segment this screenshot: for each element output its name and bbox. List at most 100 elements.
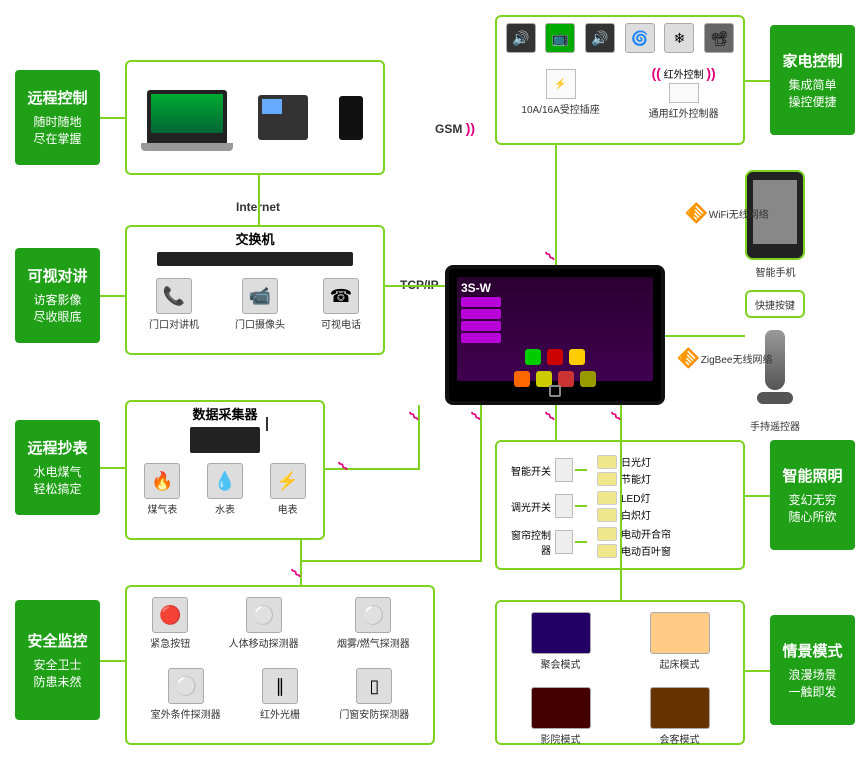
device-mobile bbox=[339, 96, 363, 140]
label-smartphone: 智能手机 bbox=[748, 264, 803, 279]
security-sensor: ⚪烟雾/燃气探测器 bbox=[337, 597, 410, 650]
device-quick-button[interactable]: 快捷按键 bbox=[745, 290, 805, 318]
lighting-output: 电动百叶窗 bbox=[597, 543, 671, 558]
security-sensor: 🔴紧急按钮 bbox=[150, 597, 190, 650]
module-video-intercom: 可视对讲 访客影像 尽收眼底 bbox=[15, 248, 100, 343]
lighting-switch[interactable] bbox=[555, 494, 573, 518]
connector bbox=[100, 467, 125, 469]
meter-device: ⚡电表 bbox=[270, 463, 306, 516]
device-ir-controller: (( 红外控制 )) 通用红外控制器 bbox=[649, 65, 719, 120]
module-sub: 随时随地 尽在掌握 bbox=[23, 114, 92, 148]
signal-icon: )) bbox=[466, 120, 475, 136]
device-laptop bbox=[147, 90, 227, 145]
wireless-icon: ⌇ bbox=[473, 408, 480, 425]
appliance-projector: 📽 bbox=[704, 23, 734, 55]
module-title: 远程控制 bbox=[23, 87, 92, 108]
label-handheld: 手持遥控器 bbox=[740, 418, 810, 433]
module-scene: 情景模式 浪漫场景 一触即发 bbox=[770, 615, 855, 725]
appliance-speaker: 🔊 bbox=[506, 23, 536, 55]
module-sub: 浪漫场景 一触即发 bbox=[778, 667, 847, 701]
device-collector bbox=[190, 427, 260, 453]
wireless-icon: ⌇ bbox=[547, 408, 554, 425]
ir-icon: )) bbox=[706, 65, 715, 81]
scene-mode[interactable]: 会客模式 bbox=[650, 687, 710, 746]
label-switch: 交换机 bbox=[127, 227, 383, 250]
module-title: 情景模式 bbox=[778, 640, 847, 661]
intercom-device: 📹门口摄像头 bbox=[235, 278, 285, 331]
module-sub: 访客影像 尽收眼底 bbox=[23, 292, 92, 326]
lighting-switch[interactable] bbox=[555, 458, 573, 482]
panel-scene: 聚会模式起床模式 影院模式会客模式 bbox=[495, 600, 745, 745]
module-title: 智能照明 bbox=[778, 465, 847, 486]
lighting-switch[interactable] bbox=[555, 530, 573, 554]
module-remote-meter: 远程抄表 水电煤气 轻松搞定 bbox=[15, 420, 100, 515]
panel-meters: 数据采集器 🔥煤气表💧水表⚡电表 bbox=[125, 400, 325, 540]
central-icon-d[interactable] bbox=[580, 371, 596, 387]
module-title: 远程抄表 bbox=[23, 437, 92, 458]
connector bbox=[620, 405, 622, 600]
appliance-speaker2: 🔊 bbox=[585, 23, 615, 55]
central-icon-light[interactable] bbox=[569, 349, 585, 365]
scene-mode[interactable]: 影院模式 bbox=[531, 687, 591, 746]
appliance-tv: 📺 bbox=[545, 23, 575, 55]
central-icon-a[interactable] bbox=[514, 371, 530, 387]
security-sensor: ⚪人体移动探测器 bbox=[229, 597, 299, 650]
connector bbox=[258, 175, 260, 225]
lighting-output: 节能灯 bbox=[597, 471, 651, 486]
connector bbox=[100, 117, 125, 119]
scene-mode[interactable]: 起床模式 bbox=[650, 612, 710, 671]
connector bbox=[300, 560, 480, 562]
appliance-washer: 🌀 bbox=[625, 23, 655, 55]
appliance-fridge: ❄ bbox=[664, 23, 694, 55]
lighting-output: LED灯 bbox=[597, 490, 651, 505]
label-data-collector: 数据采集器 bbox=[127, 402, 323, 425]
module-appliance: 家电控制 集成简单 操控便捷 bbox=[770, 25, 855, 135]
module-sub: 水电煤气 轻松搞定 bbox=[23, 464, 92, 498]
module-sub: 安全卫士 防患未然 bbox=[23, 657, 92, 691]
security-sensor: ⚪室外条件探测器 bbox=[151, 668, 221, 721]
module-sub: 变幻无穷 随心所欲 bbox=[778, 492, 847, 526]
wifi-icon: 📶 bbox=[685, 201, 709, 225]
wireless-icon: ⌇ bbox=[340, 458, 347, 475]
panel-intercom: 交换机 📞门口对讲机 📹门口摄像头 ☎可视电话 bbox=[125, 225, 385, 355]
connector bbox=[555, 145, 557, 265]
label-zigbee: 📶 ZigBee无线网络 bbox=[680, 350, 772, 367]
meter-device: 🔥煤气表 bbox=[144, 463, 180, 516]
panel-appliance: 🔊 📺 🔊 🌀 ❄ 📽 ⚡ 10A/16A受控插座 (( 红外控制 )) 通用红… bbox=[495, 15, 745, 145]
scene-mode[interactable]: 聚会模式 bbox=[531, 612, 591, 671]
wireless-icon: ⌇ bbox=[411, 408, 418, 425]
module-sub: 集成简单 操控便捷 bbox=[778, 77, 847, 111]
lighting-output: 白炽灯 bbox=[597, 507, 651, 522]
module-title: 家电控制 bbox=[778, 50, 847, 71]
panel-security: 🔴紧急按钮⚪人体移动探测器⚪烟雾/燃气探测器 ⚪室外条件探测器∥红外光栅▯门窗安… bbox=[125, 585, 435, 745]
module-title: 安全监控 bbox=[23, 630, 92, 651]
wireless-icon: ⌇ bbox=[293, 565, 300, 582]
central-icon-unlock[interactable] bbox=[547, 349, 563, 365]
wireless-icon: ⌇ bbox=[613, 408, 620, 425]
intercom-device: ☎可视电话 bbox=[321, 278, 361, 331]
connector bbox=[745, 495, 770, 497]
zigbee-icon: 📶 bbox=[677, 346, 701, 370]
intercom-device: 📞门口对讲机 bbox=[149, 278, 199, 331]
wireless-icon: ⌇ bbox=[547, 248, 554, 265]
connector bbox=[665, 335, 745, 337]
ir-icon: (( bbox=[651, 65, 660, 81]
module-security: 安全监控 安全卫士 防患未然 bbox=[15, 600, 100, 720]
connector bbox=[100, 660, 125, 662]
module-lighting: 智能照明 变幻无穷 随心所欲 bbox=[770, 440, 855, 550]
connector bbox=[745, 670, 770, 672]
module-title: 可视对讲 bbox=[23, 265, 92, 286]
connector bbox=[385, 285, 445, 287]
connector bbox=[745, 80, 770, 82]
device-deskphone bbox=[258, 95, 308, 140]
central-icon-lock[interactable] bbox=[525, 349, 541, 365]
central-controller[interactable]: 3S-W bbox=[445, 265, 665, 405]
home-button[interactable] bbox=[549, 385, 561, 397]
connector bbox=[480, 405, 482, 562]
connector bbox=[100, 295, 125, 297]
lighting-output: 电动开合帘 bbox=[597, 526, 671, 541]
device-handheld-remote[interactable] bbox=[745, 330, 805, 415]
panel-remote-devices bbox=[125, 60, 385, 175]
module-remote-control: 远程控制 随时随地 尽在掌握 bbox=[15, 70, 100, 165]
device-socket: ⚡ 10A/16A受控插座 bbox=[521, 69, 599, 116]
